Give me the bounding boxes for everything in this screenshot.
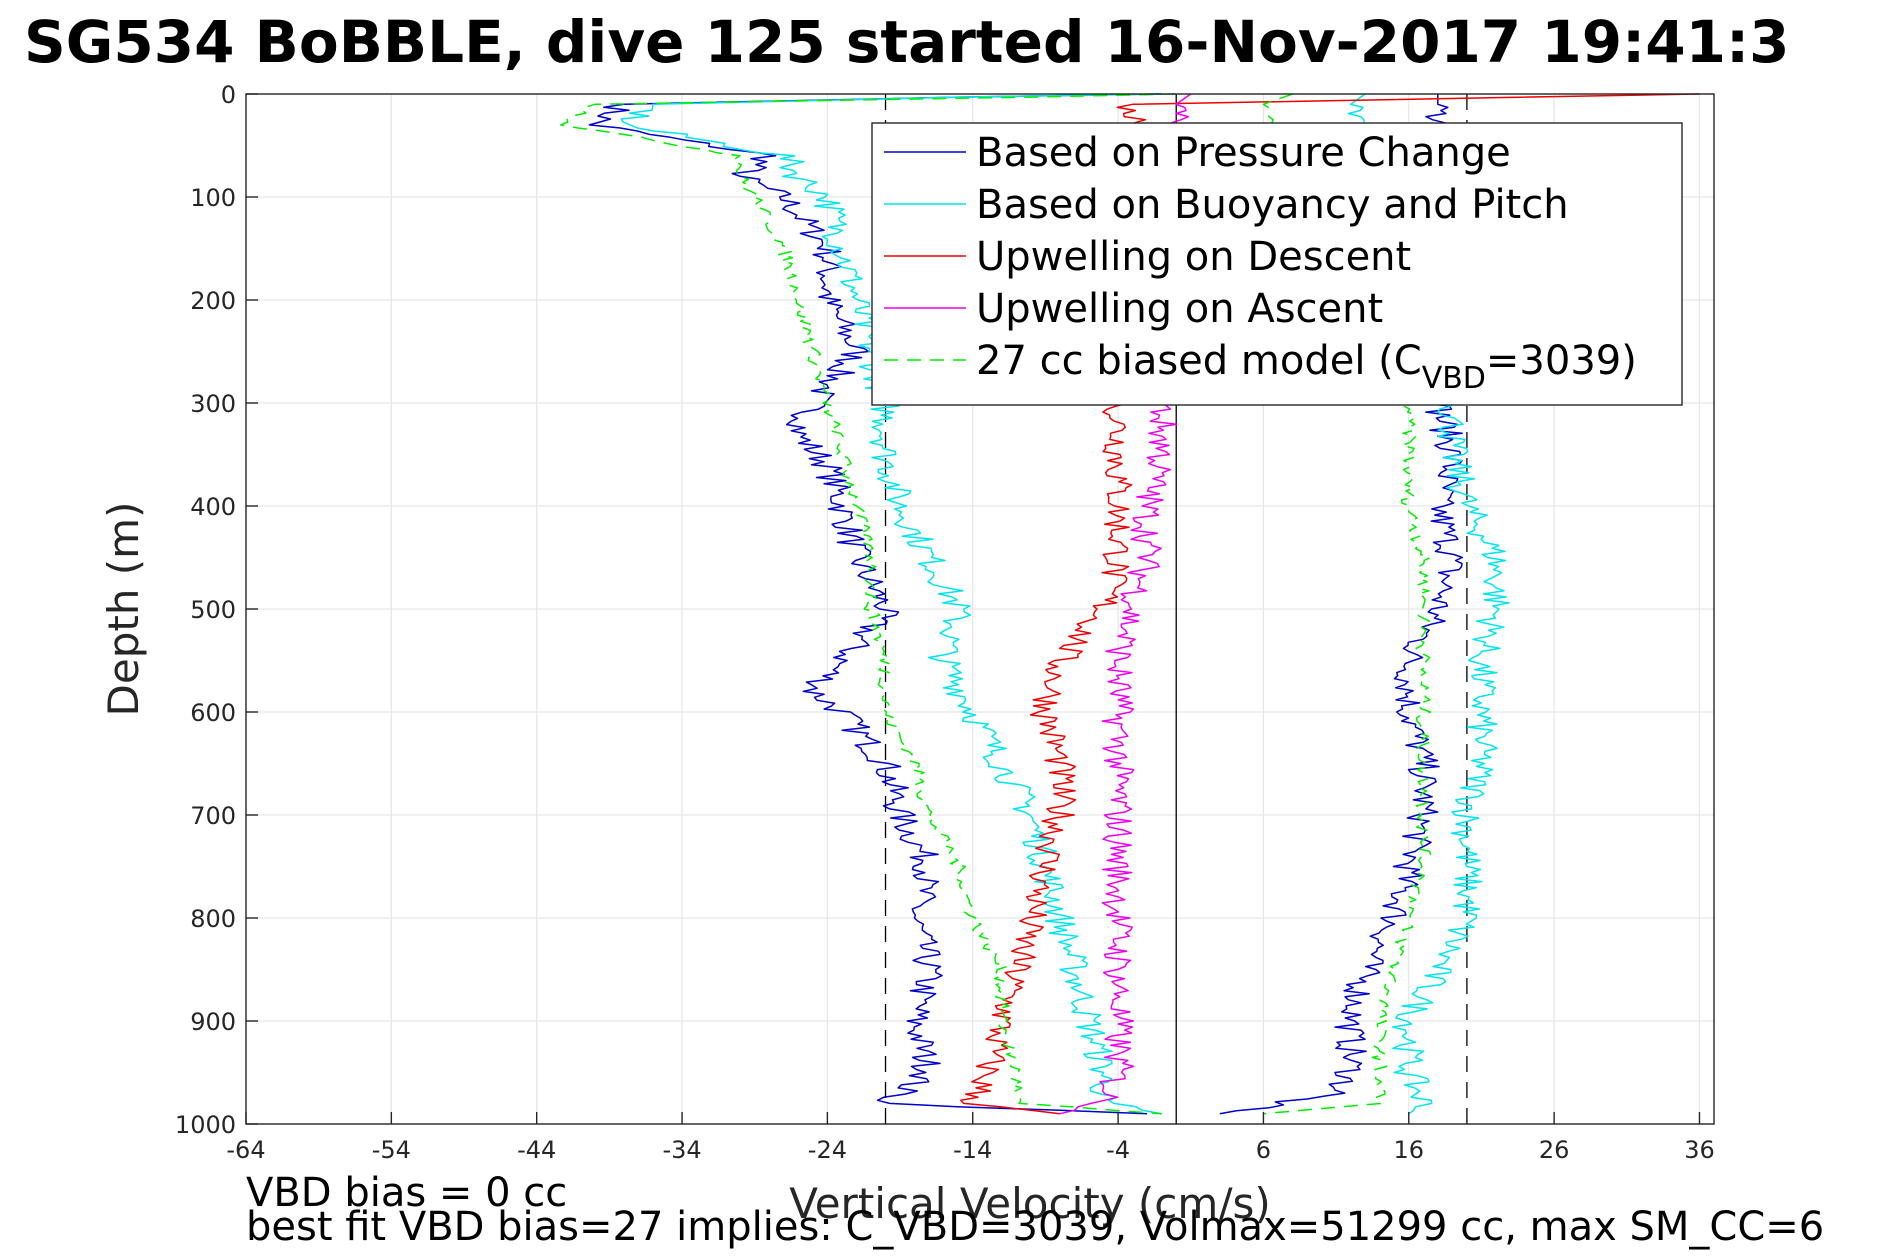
legend-label-biased-model-main: 27 cc biased model (C (976, 338, 1422, 384)
y-tick-label: 400 (190, 493, 236, 521)
y-tick-label: 200 (190, 287, 236, 315)
y-tick-label: 600 (190, 699, 236, 727)
x-tick-label: -4 (1106, 1136, 1130, 1164)
y-tick-label: 500 (190, 596, 236, 624)
x-axis-label: Vertical Velocity (cm/s) (789, 1179, 1270, 1228)
y-tick-label: 1000 (175, 1111, 236, 1139)
y-tick-label: 800 (190, 905, 236, 933)
x-tick-label: -44 (517, 1136, 556, 1164)
x-tick-label: -14 (953, 1136, 992, 1164)
x-tick-label: 6 (1256, 1136, 1271, 1164)
legend-label-biased-model-tail: =3039) (1486, 338, 1637, 384)
x-tick-label: 36 (1684, 1136, 1715, 1164)
axis-ticks: -64 -54 -44 -34 -24 -14 -4 6 16 26 36 0 100 200 300 400… (175, 81, 1715, 1164)
chart-title: SG534 BoBBLE, dive 125 started 16-Nov-20… (24, 8, 1790, 76)
x-tick-label: -54 (372, 1136, 411, 1164)
y-axis-label: Depth (m) (99, 502, 148, 717)
x-tick-label: -34 (662, 1136, 701, 1164)
legend-label-upwelling-descent: Upwelling on Descent (976, 234, 1411, 280)
legend-box (871, 122, 1683, 406)
legend: Based on Pressure Change Based on Buoyan… (871, 122, 1683, 406)
legend-label-biased-model-sub: VBD (1422, 361, 1486, 396)
y-tick-label: 700 (190, 802, 236, 830)
best-fit-note: best fit VBD bias=27 implies: C_VBD=3039… (246, 1204, 1824, 1250)
y-tick-label: 0 (221, 81, 236, 109)
series-4-descent-line (560, 93, 1177, 1115)
legend-label-upwelling-ascent: Upwelling on Ascent (976, 286, 1383, 332)
legend-label-buoyancy: Based on Buoyancy and Pitch (976, 182, 1569, 228)
x-tick-label: 26 (1539, 1136, 1570, 1164)
legend-label-biased-model: 27 cc biased model (CVBD=3039) (976, 338, 1637, 396)
y-tick-label: 900 (190, 1008, 236, 1036)
legend-label-pressure: Based on Pressure Change (976, 130, 1511, 176)
series-0-descent-line (588, 93, 1162, 1115)
series-1-descent-line (620, 93, 1162, 1115)
x-tick-label: -24 (808, 1136, 847, 1164)
x-tick-label: -64 (226, 1136, 265, 1164)
vbd-bias-note: VBD bias = 0 cc (246, 1170, 567, 1216)
y-tick-label: 100 (190, 184, 236, 212)
y-tick-label: 300 (190, 390, 236, 418)
x-tick-label: 16 (1393, 1136, 1424, 1164)
